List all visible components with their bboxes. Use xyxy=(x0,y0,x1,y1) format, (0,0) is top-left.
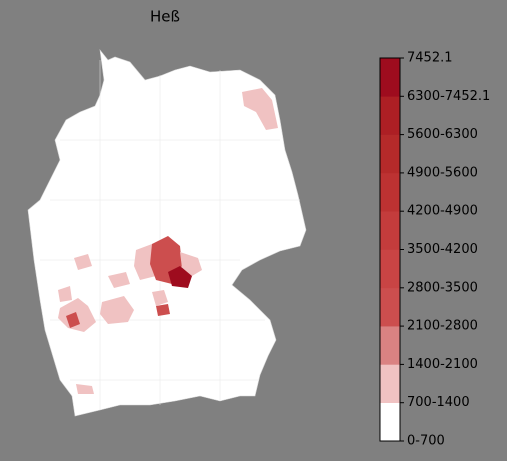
colorbar-label: 1400-2100 xyxy=(407,357,478,372)
colorbar-label: 0-700 xyxy=(407,434,445,449)
colorbar-label: 7452.1 xyxy=(407,51,453,66)
region xyxy=(152,290,168,306)
colorbar-segment xyxy=(380,96,400,135)
region xyxy=(156,304,170,316)
colorbar-label: 3500-4200 xyxy=(407,242,478,257)
colorbar-label: 5600-6300 xyxy=(407,127,478,142)
colorbar-segment xyxy=(380,402,400,442)
region xyxy=(76,384,94,394)
colorbar-segment xyxy=(380,58,400,97)
colorbar-segment xyxy=(380,172,400,212)
colorbar-label: 2100-2800 xyxy=(407,319,478,334)
colorbar-label: 4200-4900 xyxy=(407,204,478,219)
colorbar-label: 6300-7452.1 xyxy=(407,89,490,104)
colorbar-segment xyxy=(380,326,400,365)
colorbar: 0-700 700-1400 1400-2100 2100-2800 2800-3500… xyxy=(379,51,490,449)
colorbar-segment xyxy=(380,287,400,327)
region xyxy=(58,286,72,302)
germany-map xyxy=(27,48,307,417)
region xyxy=(242,88,278,130)
colorbar-segment xyxy=(380,364,400,403)
region xyxy=(66,312,80,328)
colorbar-segment xyxy=(380,211,400,250)
colorbar-label: 4900-5600 xyxy=(407,165,478,180)
region xyxy=(180,252,202,276)
region xyxy=(108,272,130,288)
region xyxy=(168,266,192,288)
region xyxy=(100,296,134,324)
colorbar-label: 2800-3500 xyxy=(407,280,478,295)
map-title: Heß xyxy=(150,8,180,26)
colorbar-segment xyxy=(380,134,400,174)
colorbar-label: 700-1400 xyxy=(407,395,470,410)
colorbar-segment xyxy=(380,249,400,289)
region xyxy=(74,254,92,270)
country-outline xyxy=(27,48,307,417)
